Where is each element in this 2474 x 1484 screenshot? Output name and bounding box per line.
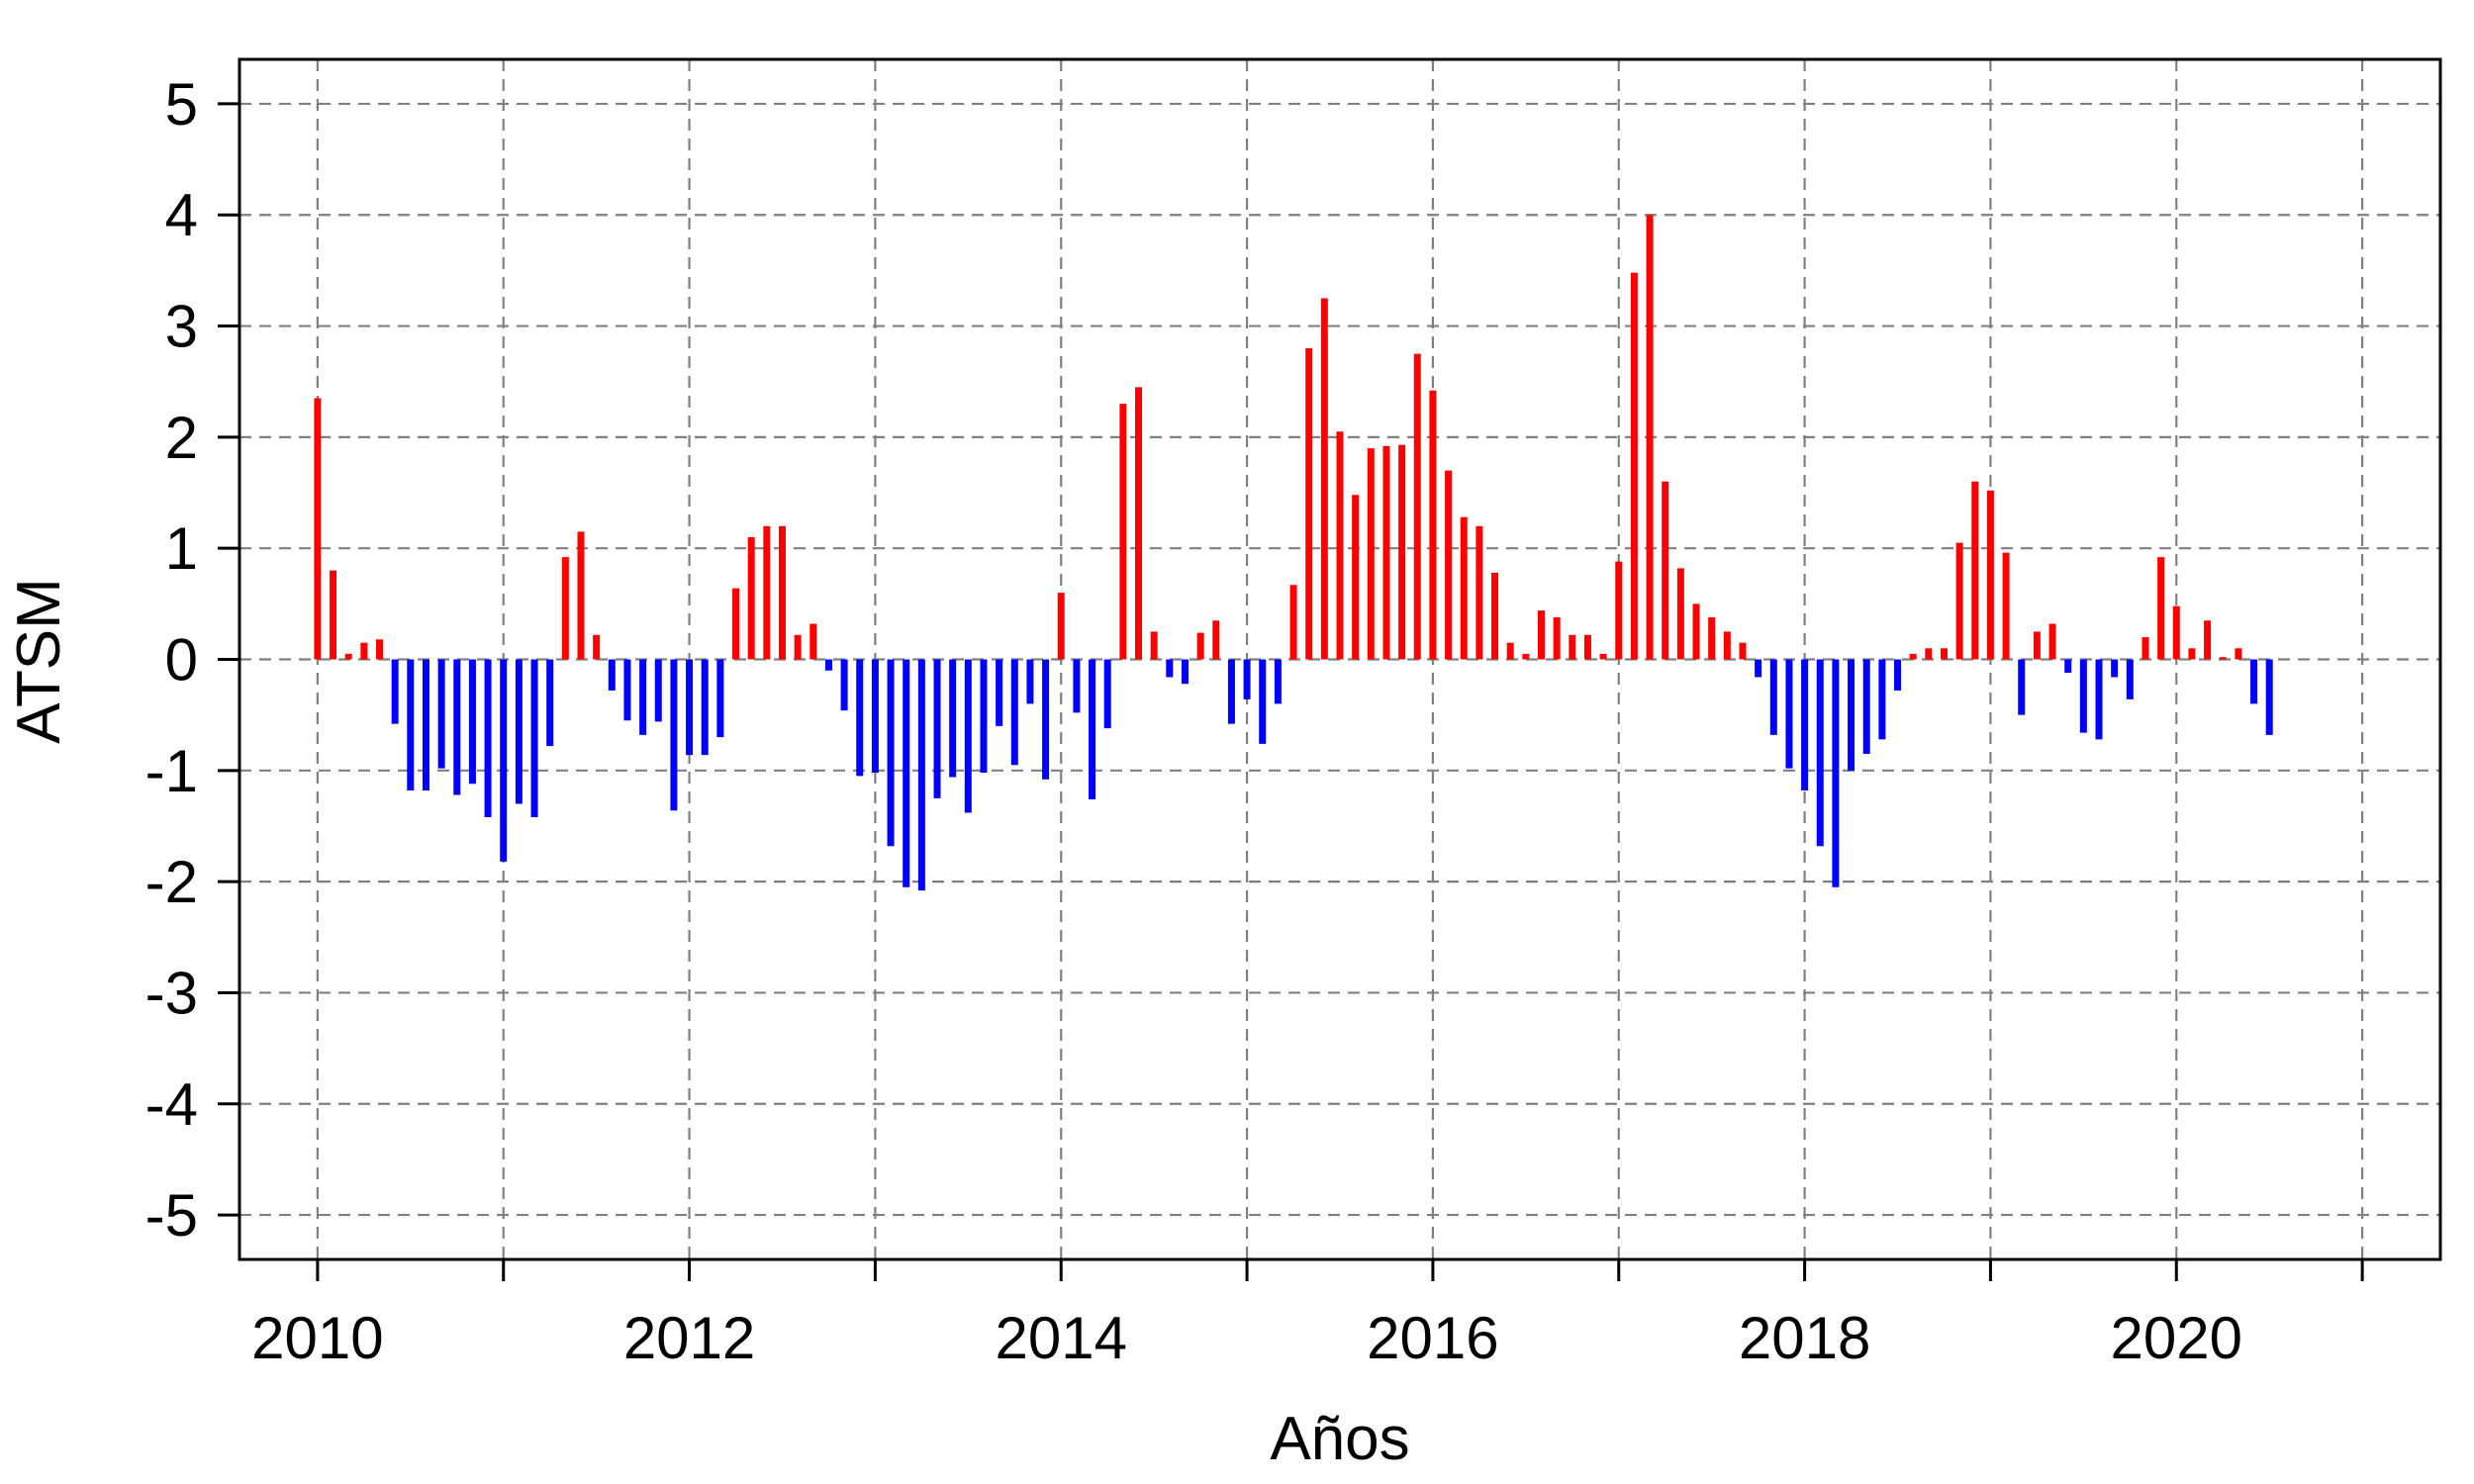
y-tick-label: 4 [165,182,198,248]
y-tick-label: 5 [165,71,198,138]
y-tick-label: -3 [145,960,198,1026]
y-tick-label: 0 [165,627,198,694]
y-tick-label: -5 [145,1182,198,1249]
y-tick-label: 2 [165,405,198,471]
x-tick-label: 2018 [1739,1305,1870,1371]
x-tick-label: 2014 [996,1305,1127,1371]
x-tick-label: 2010 [251,1305,383,1371]
x-tick-label: 2012 [623,1305,755,1371]
y-tick-label: -1 [145,738,198,804]
y-tick-label: 1 [165,515,198,582]
x-tick-label: 2020 [2111,1305,2242,1371]
x-axis-title: Años [1270,1405,1409,1473]
bars-group [314,215,2273,891]
x-tick-label: 2016 [1367,1305,1498,1371]
plot-frame [238,57,2442,1261]
axes-group: -5 -4 -3 -2 -1 0 1 2 3 4 5 2010 2012 2014 2016 2018 2020 [145,71,2364,1371]
y-tick-label: 3 [165,294,198,360]
y-tick-label: -2 [145,849,198,915]
y-tick-label: -4 [145,1071,198,1138]
y-axis-title: ATSM [5,578,73,744]
